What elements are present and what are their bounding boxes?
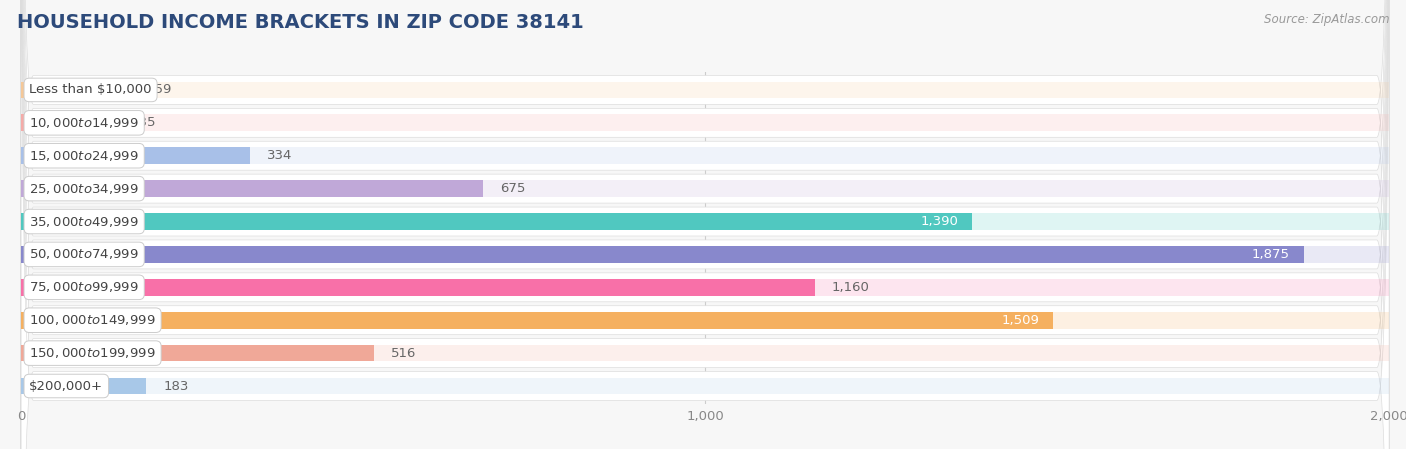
Bar [21, 378, 1389, 394]
Bar [21, 246, 1303, 263]
Text: $200,000+: $200,000+ [30, 379, 103, 392]
Bar [21, 114, 114, 131]
Text: 135: 135 [131, 116, 156, 129]
Text: $10,000 to $14,999: $10,000 to $14,999 [30, 116, 139, 130]
Text: 516: 516 [391, 347, 416, 360]
Text: 675: 675 [501, 182, 526, 195]
Bar [21, 213, 1389, 230]
Text: 1,875: 1,875 [1251, 248, 1289, 261]
Bar [21, 378, 146, 394]
Text: $35,000 to $49,999: $35,000 to $49,999 [30, 215, 139, 229]
Bar [21, 180, 482, 197]
Text: $75,000 to $99,999: $75,000 to $99,999 [30, 280, 139, 294]
FancyBboxPatch shape [21, 0, 1389, 449]
FancyBboxPatch shape [21, 0, 1389, 449]
Text: 183: 183 [163, 379, 188, 392]
Bar [21, 312, 1053, 329]
FancyBboxPatch shape [21, 0, 1389, 449]
Bar [21, 147, 249, 164]
Bar [21, 82, 129, 98]
FancyBboxPatch shape [21, 0, 1389, 449]
Text: Source: ZipAtlas.com: Source: ZipAtlas.com [1264, 13, 1389, 26]
Text: Less than $10,000: Less than $10,000 [30, 84, 152, 97]
FancyBboxPatch shape [21, 0, 1389, 449]
Text: 1,390: 1,390 [921, 215, 959, 228]
Bar [21, 147, 1389, 164]
Bar [21, 345, 1389, 361]
Text: 1,509: 1,509 [1001, 314, 1039, 327]
Text: $150,000 to $199,999: $150,000 to $199,999 [30, 346, 156, 360]
Text: 334: 334 [267, 149, 292, 162]
Bar [21, 279, 1389, 296]
Text: HOUSEHOLD INCOME BRACKETS IN ZIP CODE 38141: HOUSEHOLD INCOME BRACKETS IN ZIP CODE 38… [17, 13, 583, 32]
Bar [21, 345, 374, 361]
FancyBboxPatch shape [21, 0, 1389, 449]
Text: $50,000 to $74,999: $50,000 to $74,999 [30, 247, 139, 261]
Text: $100,000 to $149,999: $100,000 to $149,999 [30, 313, 156, 327]
Text: 1,160: 1,160 [832, 281, 869, 294]
Bar [21, 180, 1389, 197]
Bar [21, 82, 1389, 98]
Bar [21, 312, 1389, 329]
Text: 159: 159 [148, 84, 173, 97]
FancyBboxPatch shape [21, 0, 1389, 449]
FancyBboxPatch shape [21, 0, 1389, 449]
FancyBboxPatch shape [21, 0, 1389, 449]
FancyBboxPatch shape [21, 0, 1389, 449]
Bar [21, 213, 972, 230]
Text: $25,000 to $34,999: $25,000 to $34,999 [30, 182, 139, 196]
Bar [21, 279, 814, 296]
Bar [21, 114, 1389, 131]
Bar [21, 246, 1389, 263]
Text: $15,000 to $24,999: $15,000 to $24,999 [30, 149, 139, 163]
